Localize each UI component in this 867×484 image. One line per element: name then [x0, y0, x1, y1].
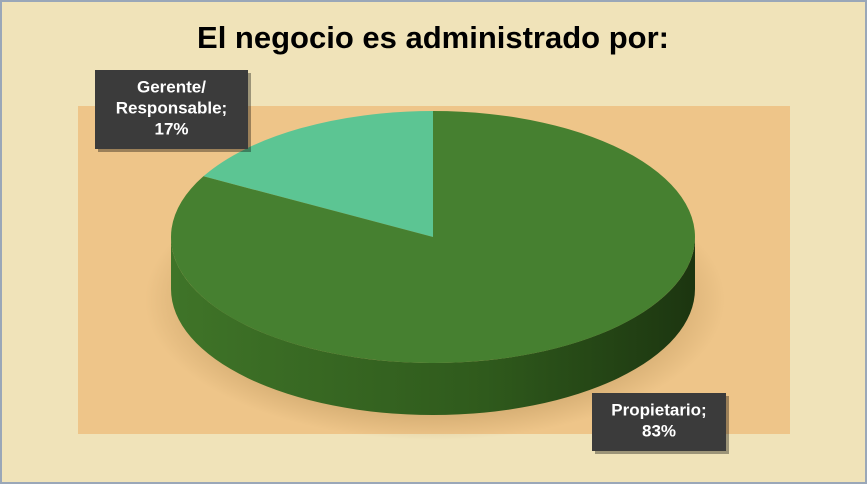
- label-box: [95, 70, 248, 149]
- pie: [171, 111, 696, 415]
- data-label: Gerente/Responsable; 17%: [116, 78, 227, 139]
- pie-slice: [171, 111, 696, 363]
- chart-title: El negocio es administrado por:: [197, 20, 669, 55]
- pie-slice: [203, 111, 433, 237]
- data-label: Propietario; 83%: [611, 401, 706, 441]
- pie-side: [171, 237, 695, 415]
- label-box: [592, 393, 726, 451]
- data-labels: Gerente/Responsable; 17% Propietario; 83%: [95, 70, 729, 454]
